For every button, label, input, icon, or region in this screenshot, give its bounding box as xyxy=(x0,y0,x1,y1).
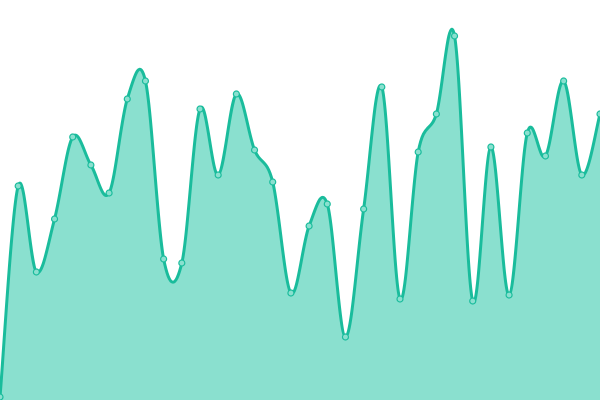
data-point-9 xyxy=(160,255,168,263)
data-point-25 xyxy=(450,32,459,40)
data-point-11 xyxy=(196,105,204,113)
data-point-33 xyxy=(596,110,600,118)
data-point-16 xyxy=(287,289,295,297)
data-point-15 xyxy=(269,178,277,186)
data-point-20 xyxy=(360,205,368,213)
data-point-17 xyxy=(305,222,313,230)
data-point-2 xyxy=(32,268,40,276)
data-point-10 xyxy=(178,259,186,267)
data-point-12 xyxy=(214,171,222,179)
data-point-19 xyxy=(341,333,350,341)
data-point-28 xyxy=(505,291,513,299)
data-point-27 xyxy=(487,143,495,151)
data-point-32 xyxy=(578,171,586,179)
data-point-1 xyxy=(14,182,22,190)
data-point-24 xyxy=(432,110,440,118)
data-point-0 xyxy=(0,393,4,400)
data-point-29 xyxy=(523,129,531,137)
data-point-31 xyxy=(560,77,568,85)
data-point-7 xyxy=(123,95,131,103)
data-point-23 xyxy=(414,148,422,156)
data-point-13 xyxy=(232,90,240,98)
data-point-6 xyxy=(105,189,113,197)
data-markers xyxy=(0,32,600,400)
data-point-18 xyxy=(323,200,331,208)
data-point-22 xyxy=(396,295,404,303)
data-point-21 xyxy=(378,83,386,91)
data-point-30 xyxy=(541,152,550,160)
data-point-5 xyxy=(87,161,95,169)
data-point-8 xyxy=(141,77,150,85)
data-point-4 xyxy=(69,133,77,141)
data-point-26 xyxy=(469,297,477,305)
data-point-3 xyxy=(50,215,59,223)
area-fill xyxy=(0,29,600,400)
data-point-14 xyxy=(250,146,259,154)
